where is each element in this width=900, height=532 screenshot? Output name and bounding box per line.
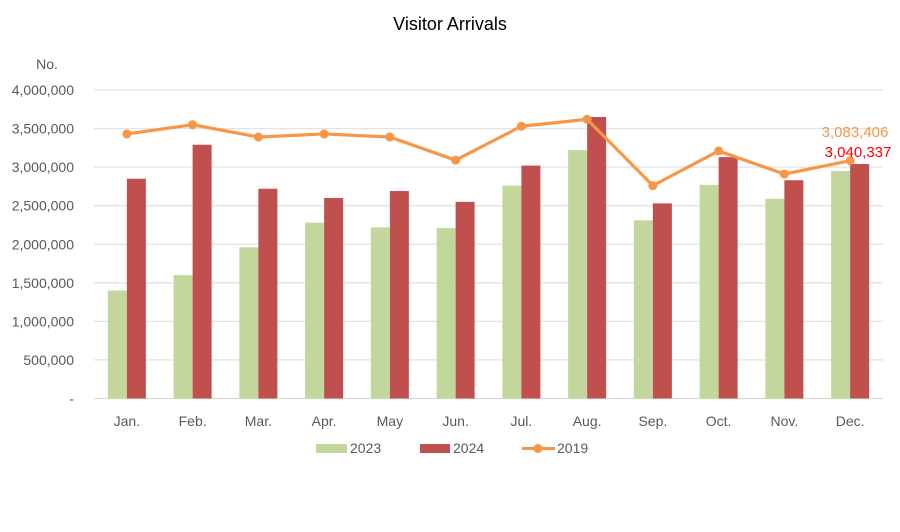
line-marker [385, 132, 395, 142]
bar-2023-apr [305, 222, 325, 399]
line-marker [319, 129, 329, 139]
line-marker [122, 129, 132, 139]
bar-series [107, 116, 870, 399]
bar-2024-feb [192, 144, 212, 399]
line-marker [253, 132, 263, 142]
gridlines [94, 89, 883, 400]
bar-2023-dec [831, 170, 851, 399]
x-axis-ticks: Jan. Feb. Mar. Apr. May Jun. Jul. Aug. Sep. Oct. N… [114, 413, 865, 429]
bar-2024-sep [652, 203, 672, 399]
bar-2024-nov [784, 180, 804, 399]
x-tick-label: Jul. [510, 413, 532, 429]
legend-label-2019: 2019 [557, 440, 588, 456]
x-tick-label: Sep. [638, 413, 667, 429]
line-marker [714, 146, 724, 156]
x-tick-label: May [377, 413, 403, 429]
y-axis-ticks: - 500,000 1,000,000 1,500,000 2,000,000 2,500… [12, 82, 75, 407]
bar-2024-oct [718, 157, 738, 399]
x-tick-label: Mar. [245, 413, 272, 429]
legend-marker-2019 [533, 444, 543, 453]
bar-2023-feb [173, 275, 193, 399]
data-labels: 3,083,406 3,040,337 [822, 124, 892, 161]
line-marker [451, 155, 461, 165]
x-tick-label: Nov. [771, 413, 799, 429]
bar-2024-may [389, 191, 409, 399]
y-tick-label: 4,000,000 [12, 82, 74, 98]
bar-2024-jan [126, 178, 146, 399]
x-tick-label: Jun. [442, 413, 468, 429]
bar-2023-jan [107, 290, 127, 399]
bar-2024-mar [258, 188, 278, 399]
bar-2023-aug [568, 150, 588, 399]
y-axis-label: No. [36, 56, 58, 72]
bar-2024-dec [850, 164, 870, 399]
bar-2023-nov [765, 198, 785, 399]
y-tick-label: 2,500,000 [12, 198, 74, 214]
legend-swatch-2024 [420, 444, 450, 453]
line-marker [582, 114, 592, 124]
legend-label-2024: 2024 [453, 440, 484, 456]
x-tick-label: Apr. [312, 413, 337, 429]
y-tick-label: 1,000,000 [12, 313, 74, 329]
y-tick-label: 500,000 [23, 352, 74, 368]
bar-2023-jun [436, 228, 456, 399]
line-series-2019 [122, 114, 855, 191]
line-marker [779, 169, 789, 179]
x-tick-label: Jan. [114, 413, 140, 429]
bar-2024-apr [324, 197, 344, 399]
data-label-2024-dec: 3,040,337 [825, 144, 892, 161]
line-marker [516, 121, 526, 131]
legend-swatch-2023 [316, 444, 347, 453]
bar-2023-mar [239, 247, 259, 399]
bar-2024-jul [521, 165, 541, 399]
legend-label-2023: 2023 [350, 440, 381, 456]
y-tick-label: - [69, 391, 74, 407]
chart-title: Visitor Arrivals [393, 14, 507, 34]
bar-2023-sep [633, 220, 653, 399]
x-tick-label: Dec. [836, 413, 865, 429]
x-tick-label: Oct. [706, 413, 732, 429]
x-tick-label: Feb. [179, 413, 207, 429]
bar-2023-oct [699, 184, 719, 399]
legend: 2023 2024 2019 [316, 440, 588, 456]
x-tick-label: Aug. [573, 413, 602, 429]
bar-2024-aug [587, 116, 607, 399]
bar-2023-may [370, 227, 390, 399]
bar-2024-jun [455, 201, 475, 399]
data-label-2019-dec: 3,083,406 [822, 124, 889, 141]
y-tick-label: 3,500,000 [12, 121, 74, 137]
line-2019 [126, 117, 851, 188]
y-tick-label: 2,000,000 [12, 236, 74, 252]
y-tick-label: 3,000,000 [12, 159, 74, 175]
line-marker [845, 156, 855, 166]
y-tick-label: 1,500,000 [12, 275, 74, 291]
line-marker [648, 181, 658, 191]
line-marker [188, 120, 198, 130]
bar-2023-jul [502, 185, 522, 399]
